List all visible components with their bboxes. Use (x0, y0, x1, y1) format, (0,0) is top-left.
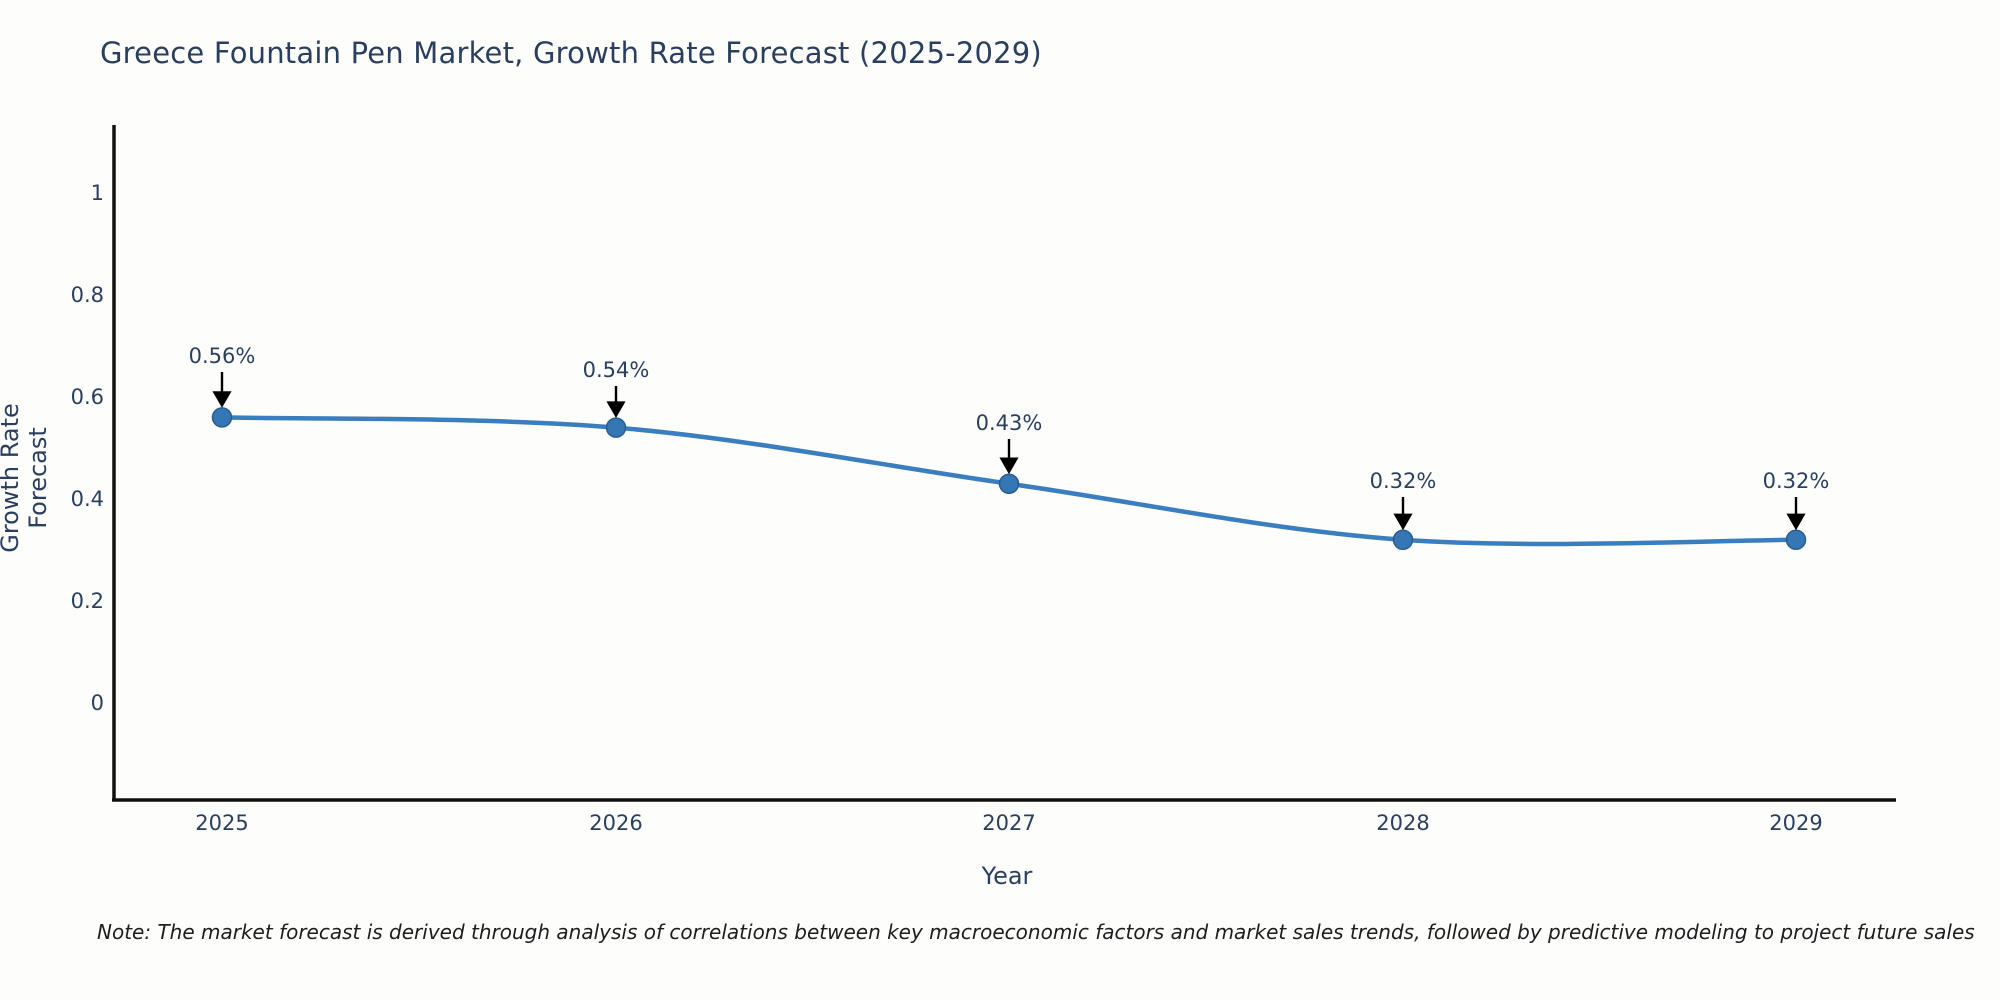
y-tick-0-6: 0.6 (70, 385, 104, 409)
chart-title: Greece Fountain Pen Market, Growth Rate … (100, 36, 1042, 70)
x-tick-2026: 2026 (589, 811, 643, 835)
annotation-2027: 0.43% (975, 411, 1043, 435)
y-tick-0-4: 0.4 (70, 487, 104, 511)
annotation-2026: 0.54% (582, 358, 650, 382)
y-tick-0-8: 0.8 (70, 283, 104, 307)
x-tick-2028: 2028 (1376, 811, 1430, 835)
y-tick-0-2: 0.2 (70, 589, 104, 613)
annotation-2025: 0.56% (188, 344, 256, 368)
y-tick-1: 1 (90, 181, 104, 205)
footnote: Note: The market forecast is derived thr… (97, 920, 1975, 944)
marker-2029 (1785, 529, 1807, 551)
arrow-head-2026 (606, 401, 626, 419)
marker-2028 (1392, 529, 1414, 551)
arrow-head-2028 (1393, 513, 1413, 531)
marker-2025 (211, 407, 233, 428)
x-tick-2027: 2027 (982, 811, 1036, 835)
arrow-head-2029 (1786, 513, 1806, 531)
x-axis-title: Year (981, 862, 1033, 890)
arrow-head-2027 (999, 457, 1019, 475)
x-tick-2025: 2025 (195, 811, 249, 835)
y-tick-0: 0 (90, 691, 104, 715)
annotation-2029: 0.32% (1762, 469, 1830, 493)
marker-2026 (605, 417, 627, 438)
x-tick-2029: 2029 (1769, 811, 1823, 835)
y-axis-title: Growth Rate Forecast (0, 403, 52, 553)
annotation-2028: 0.32% (1369, 469, 1437, 493)
data-point-markers (211, 407, 1807, 551)
annotation-arrows (212, 372, 1806, 531)
arrow-head-2025 (212, 391, 232, 408)
marker-2027 (998, 473, 1020, 494)
